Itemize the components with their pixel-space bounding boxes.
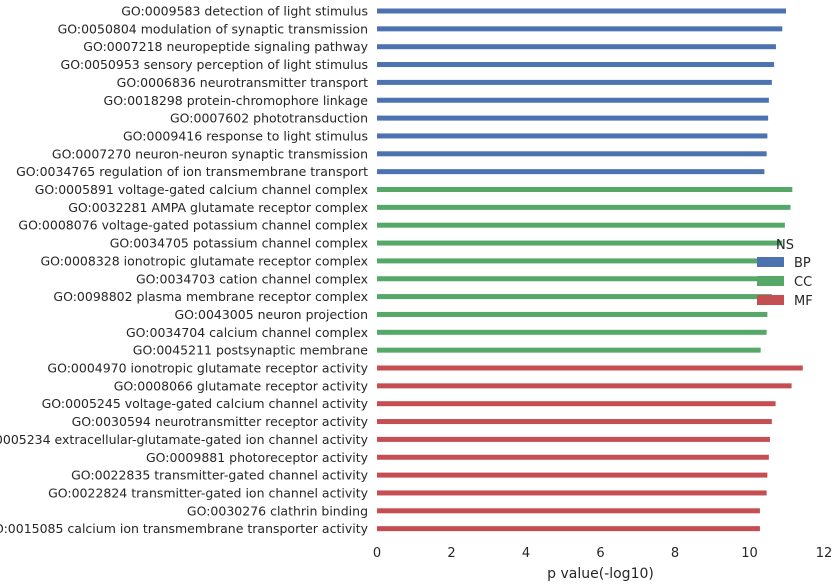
bar-cc <box>377 204 791 210</box>
category-label: GO:0004970 ionotropic glutamate receptor… <box>47 361 368 376</box>
legend-swatch-cc <box>757 276 784 286</box>
category-label: GO:0022824 transmitter-gated ion channel… <box>48 485 369 500</box>
category-label: GO:0050953 sensory perception of light s… <box>61 57 368 72</box>
bar-bp <box>377 169 765 175</box>
bar-mf <box>377 490 767 496</box>
bar-mf <box>377 365 803 371</box>
bar-mf <box>377 472 768 478</box>
bar-cc <box>377 258 778 264</box>
bar-cc <box>377 311 768 317</box>
category-label: GO:0005245 voltage-gated calcium channel… <box>42 396 369 411</box>
category-label: GO:0007602 phototransduction <box>170 111 368 126</box>
category-label: GO:0032281 AMPA glutamate receptor compl… <box>68 200 368 215</box>
legend-label-mf: MF <box>794 294 813 309</box>
bar-bp <box>377 97 769 103</box>
bar-mf <box>377 454 769 460</box>
bar-cc <box>377 329 767 335</box>
category-label: GO:0008076 voltage-gated potassium chann… <box>18 218 368 233</box>
legend-label-cc: CC <box>794 275 812 290</box>
bar-mf <box>377 401 776 407</box>
bars-layer <box>377 8 803 532</box>
category-label: GO:0009416 response to light stimulus <box>123 128 368 143</box>
x-tick-label: 10 <box>741 546 758 561</box>
bar-bp <box>377 115 769 121</box>
category-label: GO:0009881 photoreceptor activity <box>146 450 369 465</box>
bar-bp <box>377 62 775 68</box>
bar-mf <box>377 526 760 532</box>
bar-mf <box>377 436 770 442</box>
category-label: GO:0008328 ionotropic glutamate receptor… <box>41 253 369 268</box>
bar-mf <box>377 419 772 425</box>
category-label: GO:0043005 neuron projection <box>174 307 368 322</box>
category-label: GO:0018298 protein-chromophore linkage <box>104 93 369 108</box>
legend: NS BP CC MF <box>757 238 813 309</box>
bar-cc <box>377 347 761 353</box>
x-tick-label: 12 <box>816 546 833 561</box>
category-label: GO:0034703 cation channel complex <box>136 271 368 286</box>
legend-swatch-mf <box>757 295 784 305</box>
category-label: GO:0005891 voltage-gated calcium channel… <box>35 182 368 197</box>
legend-label-bp: BP <box>794 256 811 271</box>
bar-cc <box>377 240 783 246</box>
category-label: GO:0022835 transmitter-gated channel act… <box>71 468 368 483</box>
category-label: GO:0015085 calcium ion transmembrane tra… <box>0 521 369 536</box>
bar-bp <box>377 44 776 50</box>
bar-bp <box>377 26 783 32</box>
bar-bp <box>377 133 768 139</box>
category-label: GO:0030276 clathrin binding <box>187 503 368 518</box>
bar-cc <box>377 187 793 192</box>
legend-swatch-bp <box>757 257 784 267</box>
category-label: GO:0034705 potassium channel complex <box>110 236 368 251</box>
category-label: GO:0006836 neurotransmitter transport <box>117 75 368 90</box>
category-label: GO:0098802 plasma membrane receptor comp… <box>53 289 368 304</box>
category-label: GO:0045211 postsynaptic membrane <box>133 343 369 358</box>
x-axis: 0 2 4 6 8 10 12 <box>373 546 832 561</box>
bar-cc <box>377 276 776 282</box>
bar-mf <box>377 383 792 389</box>
category-label: GO:0005234 extracellular-glutamate-gated… <box>0 432 369 447</box>
category-label: GO:0009583 detection of light stimulus <box>121 4 368 19</box>
bar-mf <box>377 508 760 514</box>
x-axis-label: p value(-log10) <box>547 566 654 582</box>
bar-bp <box>377 79 772 85</box>
category-labels: GO:0009583 detection of light stimulus GO… <box>0 4 369 537</box>
category-label: GO:0007218 neuropeptide signaling pathwa… <box>83 39 368 54</box>
category-label: GO:0007270 neuron-neuron synaptic transm… <box>52 146 368 161</box>
bar-cc <box>377 294 772 300</box>
category-label: GO:0034765 regulation of ion transmembra… <box>16 164 368 179</box>
x-tick-label: 8 <box>671 546 679 561</box>
category-label: GO:0008066 glutamate receptor activity <box>114 378 369 393</box>
bar-cc <box>377 222 785 228</box>
bar-bp <box>377 151 767 157</box>
bar-bp <box>377 8 787 14</box>
category-label: GO:0050804 modulation of synaptic transm… <box>58 21 368 36</box>
category-label: GO:0030594 neurotransmitter receptor act… <box>72 414 369 429</box>
category-label: GO:0034704 calcium channel complex <box>126 325 368 340</box>
x-tick-label: 6 <box>596 546 604 561</box>
x-tick-label: 2 <box>447 546 455 561</box>
legend-title: NS <box>776 238 794 253</box>
x-tick-label: 0 <box>373 546 381 561</box>
x-tick-label: 4 <box>522 546 530 561</box>
